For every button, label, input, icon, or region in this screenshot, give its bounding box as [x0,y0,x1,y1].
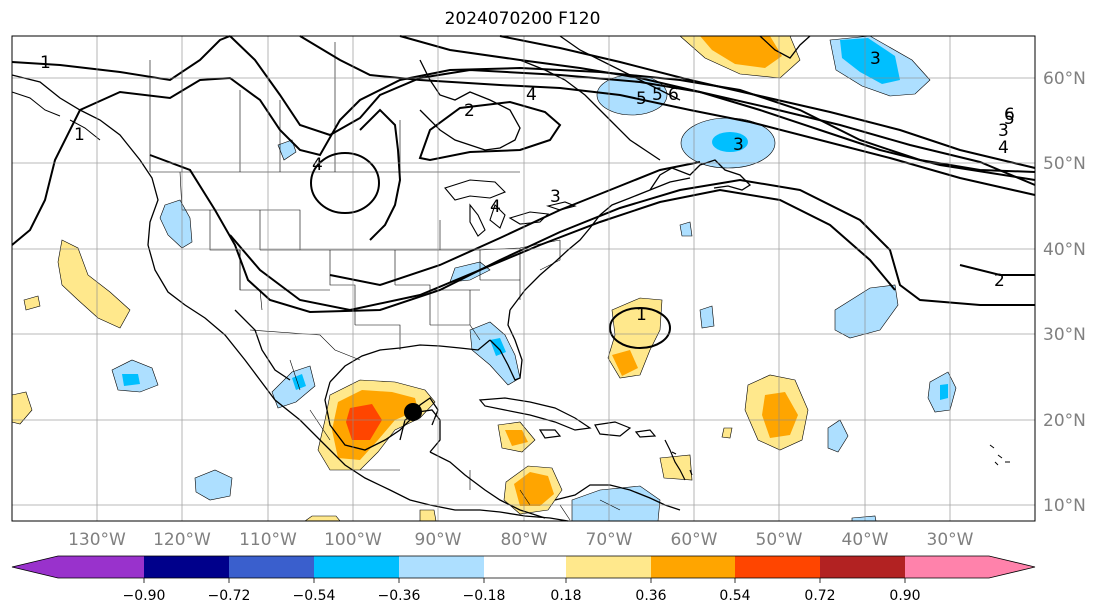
contour-labels: 1 1 2 3 4 4 5 5 6 3 3 2 1 3 4 5 6 4 [40,49,1015,325]
colorbar-bin [229,556,314,578]
warm-anomaly-small [23,295,41,311]
colorbar-bin [484,556,566,578]
colorbar-tick-label: 0.72 [804,588,835,604]
political-borders [149,42,621,521]
cool-anomaly-east-pacific [194,469,233,501]
colorbar-bin [905,556,989,578]
colorbar-bin [651,556,735,578]
colorbar-tick-label: −0.18 [463,588,506,604]
colorbar-tick-label: −0.72 [208,588,251,604]
contour-label: 4 [998,138,1009,158]
cool-anomaly-north-core [840,38,900,84]
contour-label: 6 [668,85,679,105]
coastlines [11,35,1010,522]
lat-tick-label: 30°N [1043,325,1086,345]
contour-label: 5 [636,89,647,109]
lat-tick-label: 50°N [1043,154,1086,174]
colorbar-bin [144,556,229,578]
contour-label: 5 [652,85,663,105]
colorbar-tick-label: −0.90 [123,588,166,604]
warm-anomaly-mexico-core [346,404,382,440]
lat-tick-label: 40°N [1043,240,1086,260]
colorbar-bin [566,556,651,578]
colorbar-extend-low [12,556,58,578]
cool-anomaly-baja [271,365,316,409]
longitude-labels: 130°W 120°W 110°W 100°W 90°W 80°W 70°W 6… [68,530,974,550]
contour-label: 1 [636,305,647,325]
colorbar-bin [820,556,905,578]
contour-label: 1 [40,53,51,73]
warm-anomaly-pacific [57,239,131,329]
colorbar-bin [735,556,820,578]
lon-tick-label: 100°W [324,530,382,550]
anomaly-shading [11,35,957,522]
lon-tick-label: 90°W [415,530,462,550]
cool-anomaly-30n-40w [834,284,899,339]
warm-anomaly-20n-core [762,392,798,438]
lon-tick-label: 50°W [756,530,803,550]
contour-label: 4 [490,197,501,217]
graticule [12,36,1035,521]
lon-tick-label: 30°W [927,530,974,550]
height-contours [11,35,1036,349]
colorbar: −0.90 −0.72 −0.54 −0.36 −0.18 0.18 0.36 … [11,555,1036,604]
contour-label: 3 [998,121,1009,141]
colorbar-tick-label: 0.54 [719,588,750,604]
lon-tick-label: 80°W [501,530,548,550]
contour-label: 2 [464,101,475,121]
colorbar-tick-label: 0.36 [635,588,666,604]
lon-tick-label: 60°W [671,530,718,550]
lat-tick-label: 60°N [1043,69,1086,89]
colorbar-bin [58,556,144,578]
warm-anomaly-small-2 [659,454,693,481]
contour-label: 6 [1004,105,1015,125]
lon-tick-label: 110°W [239,530,297,550]
colorbar-tick-label: 0.18 [550,588,581,604]
latitude-labels: 60°N 50°N 40°N 30°N 20°N 10°N [1043,69,1086,516]
lon-tick-label: 70°W [586,530,633,550]
contour-label: 4 [312,155,323,175]
contour-label: 4 [526,85,537,105]
colorbar-bin [399,556,484,578]
warm-anomaly-core [700,36,782,68]
contour-label: 1 [74,125,85,145]
lon-tick-label: 130°W [68,530,126,550]
contour-label: 3 [870,49,881,69]
storm-center-marker [404,403,422,421]
lon-tick-label: 40°W [842,530,889,550]
contour-label: 2 [994,271,1005,291]
map-title: 2024070200 F120 [444,9,601,29]
colorbar-tick-label: −0.36 [378,588,421,604]
colorbar-bin [314,556,399,578]
lat-tick-label: 20°N [1043,411,1086,431]
contour-label: 3 [733,135,744,155]
map-frame [11,35,1036,522]
colorbar-tick-label: −0.54 [293,588,336,604]
lon-tick-label: 120°W [153,530,211,550]
colorbar-extend-high [989,556,1035,578]
colorbar-tick-label: 0.90 [889,588,920,604]
contour-label: 3 [550,187,561,207]
warm-anomaly-30n-core [612,350,638,376]
contour-label: 5 [1004,109,1015,129]
lat-tick-label: 10°N [1043,496,1086,516]
